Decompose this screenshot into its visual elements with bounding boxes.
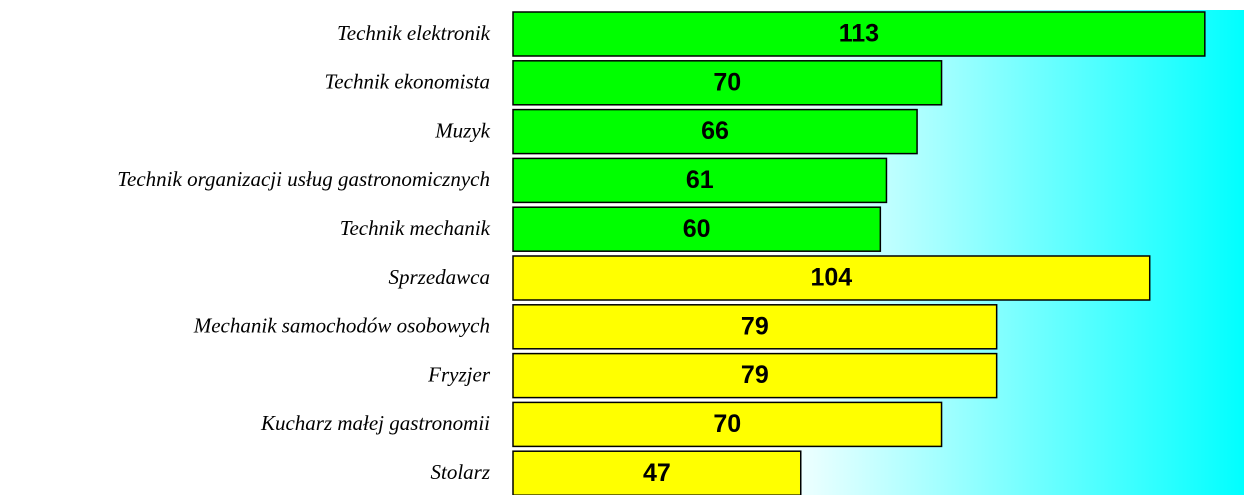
value-label: 47 (643, 459, 671, 487)
bar (512, 60, 943, 106)
value-label: 104 (810, 264, 852, 292)
value-label: 70 (713, 410, 741, 438)
category-label: Muzyk (434, 118, 490, 142)
value-label: 113 (839, 20, 879, 48)
category-label: Mechanik samochodów osobowych (193, 314, 490, 338)
bar (512, 108, 918, 155)
value-label: 60 (683, 215, 711, 243)
category-label: Sprzedawca (389, 265, 491, 289)
value-label: 66 (701, 117, 729, 145)
category-label: Technik organizacji usług gastronomiczny… (117, 167, 490, 191)
value-label: 61 (686, 166, 714, 194)
category-label: Fryzjer (427, 362, 491, 386)
value-label: 79 (741, 361, 769, 389)
category-label: Technik mechanik (340, 216, 491, 240)
category-label: Technik elektronik (337, 21, 491, 45)
category-label: Technik ekonomista (325, 70, 490, 94)
bar (512, 157, 888, 204)
bar (512, 206, 882, 252)
bar (512, 255, 1151, 301)
category-label: Stolarz (430, 460, 490, 484)
bar (512, 11, 1206, 57)
value-label: 70 (713, 68, 741, 96)
category-label: Kucharz małej gastronomii (260, 411, 490, 435)
bar (512, 352, 998, 399)
bar (512, 450, 802, 495)
bar (512, 304, 998, 350)
bar (512, 401, 943, 448)
value-label: 79 (741, 312, 769, 340)
